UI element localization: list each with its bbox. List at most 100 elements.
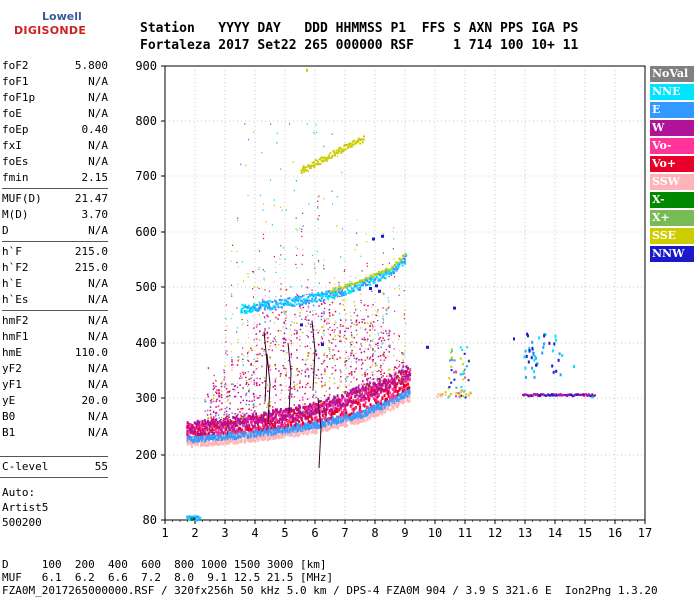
streak-point — [339, 325, 341, 327]
trace-point — [225, 442, 228, 445]
trace-point — [346, 424, 349, 428]
spread-point — [355, 379, 358, 381]
trace-point — [409, 368, 412, 372]
oblique-point — [463, 389, 466, 392]
trace-point — [311, 407, 314, 411]
second-hop-point — [356, 288, 359, 291]
trace-point — [186, 432, 189, 436]
spread-point — [214, 412, 217, 415]
trace-point — [285, 410, 288, 414]
second-hop-point — [374, 273, 377, 276]
spread-point — [263, 402, 266, 404]
trace-point — [186, 421, 189, 425]
streak-point — [302, 254, 304, 256]
footer-info: D 100 200 400 600 800 1000 1500 3000 [km… — [2, 558, 658, 597]
spread-point — [329, 394, 331, 396]
spread-point — [310, 347, 312, 350]
spread-point — [342, 325, 344, 327]
second-hop-point — [328, 292, 331, 295]
spread-point — [296, 357, 298, 359]
oblique-line-point — [583, 394, 586, 397]
second-hop-point — [395, 265, 398, 268]
spread-point — [274, 343, 277, 346]
trace-point — [345, 401, 348, 405]
trace-point — [207, 431, 210, 435]
spread-point — [323, 394, 326, 397]
spread-point — [317, 369, 320, 371]
streak-point — [333, 277, 336, 279]
third-hop-point — [357, 139, 360, 142]
spread-point — [313, 352, 315, 354]
trace-point — [277, 428, 280, 432]
spread-point — [360, 392, 363, 394]
trace-point — [310, 410, 313, 413]
trace-point — [384, 379, 387, 382]
spread-point — [302, 410, 304, 412]
trace-point — [334, 417, 337, 421]
trace-point — [256, 437, 259, 441]
spread-point — [358, 388, 361, 390]
third-hop-point — [348, 142, 350, 145]
second-hop-point — [251, 310, 254, 313]
y-tick-label: 900 — [135, 59, 157, 73]
streak-point — [338, 386, 340, 388]
streak-point — [279, 375, 281, 377]
spread-point — [393, 366, 396, 369]
streak-point — [365, 233, 367, 235]
autoscaling-info: Auto: Artist5 500200 — [2, 485, 48, 530]
second-hop-point — [338, 286, 341, 289]
trace-point — [200, 426, 203, 430]
spread-point — [264, 410, 266, 413]
trace-point — [205, 421, 208, 425]
y-tick-label: 80 — [143, 513, 157, 527]
sparse-point — [256, 286, 259, 288]
spread-point — [308, 375, 310, 377]
streak-point — [388, 306, 390, 308]
trace-point — [324, 413, 327, 417]
spread-point — [402, 377, 404, 379]
spread-point — [345, 319, 347, 321]
second-hop-point — [404, 260, 406, 263]
trace-point — [235, 418, 237, 422]
legend-item-noval: NoVal — [650, 66, 694, 82]
second-hop-point — [258, 301, 261, 304]
second-hop-point — [241, 303, 244, 306]
trace-point — [363, 398, 366, 402]
trace-point — [199, 423, 202, 427]
trace-point — [231, 429, 234, 432]
trace-point — [319, 417, 322, 421]
streak-point — [361, 345, 363, 347]
streak-point — [327, 333, 329, 335]
trace-point — [399, 393, 402, 397]
second-hop-point — [346, 283, 349, 286]
second-hop-point — [366, 284, 369, 287]
streak-point — [387, 385, 389, 387]
trace-point — [256, 423, 259, 426]
second-hop-point — [376, 272, 379, 275]
spread-point — [360, 367, 363, 370]
spread-point — [370, 346, 372, 349]
spread-point — [305, 316, 307, 318]
oblique-point — [558, 352, 561, 356]
trace-point — [351, 401, 354, 404]
spread-point — [302, 306, 305, 309]
trace-point — [220, 419, 223, 422]
sparse-point — [332, 203, 334, 205]
spread-point — [363, 350, 366, 353]
second-hop-point — [302, 294, 305, 297]
streak-point — [360, 255, 362, 257]
trace-point — [268, 430, 270, 434]
sparse-point — [315, 123, 317, 126]
trace-point — [246, 425, 249, 428]
trace-point — [374, 388, 377, 392]
spread-point — [263, 349, 265, 351]
streak-point — [366, 241, 368, 243]
trace-point — [297, 411, 300, 415]
trace-point — [279, 413, 282, 417]
streak-point — [377, 320, 379, 322]
second-hop-point — [311, 297, 314, 300]
spread-point — [210, 428, 212, 431]
spread-point — [212, 411, 215, 413]
spread-point — [237, 391, 240, 394]
second-hop-point — [265, 304, 268, 307]
